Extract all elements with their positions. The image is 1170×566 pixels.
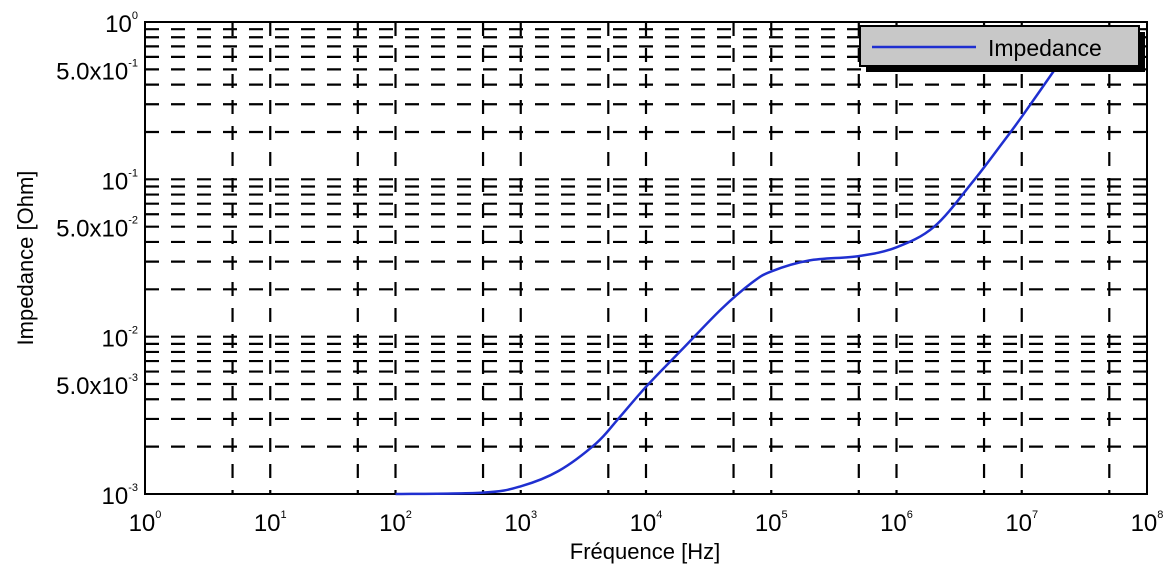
plot-frame bbox=[144, 21, 1148, 495]
y-tick-label: 5.0x10-1 bbox=[56, 57, 138, 85]
impedance-line bbox=[395, 62, 1061, 496]
legend-label: Impedance bbox=[988, 35, 1102, 61]
x-axis-title: Fréquence [Hz] bbox=[570, 539, 720, 564]
legend: Impedance bbox=[859, 25, 1145, 72]
y-tick-label: 5.0x10-2 bbox=[56, 215, 138, 243]
y-axis-title: Impedance [Ohm] bbox=[13, 171, 38, 346]
y-tick-label: 5.0x10-3 bbox=[56, 372, 138, 400]
